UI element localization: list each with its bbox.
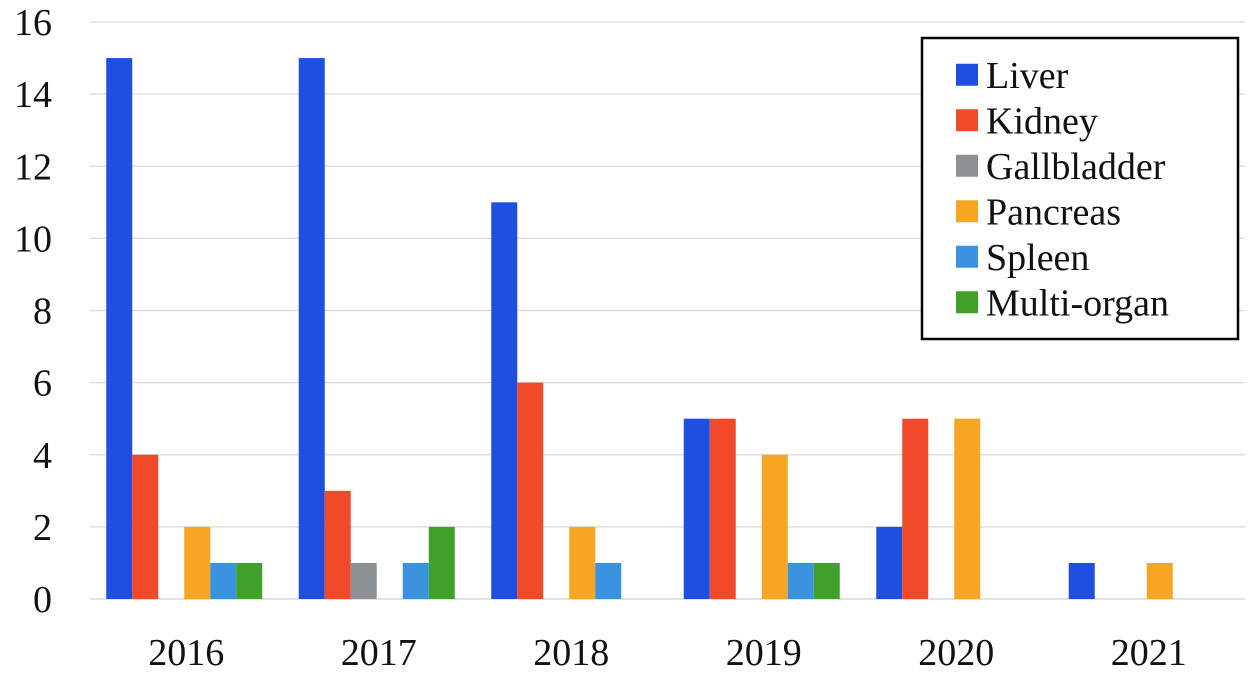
x-tick-label: 2020 <box>918 632 994 674</box>
legend-label: Multi-organ <box>986 282 1169 324</box>
bar-spleen-2018 <box>595 562 622 599</box>
bar-gallbladder-2017 <box>350 562 377 599</box>
legend-swatch <box>956 200 978 223</box>
bar-spleen-2016 <box>210 562 237 599</box>
x-tick-label: 2018 <box>533 632 609 674</box>
bar-multi-organ-2017 <box>428 526 455 599</box>
legend-swatch <box>956 63 978 86</box>
bar-kidney-2017 <box>324 490 351 599</box>
legend-swatch <box>956 245 978 268</box>
grid-layer <box>90 21 1245 600</box>
y-tick-label: 4 <box>33 435 52 477</box>
bar-kidney-2020 <box>902 418 929 599</box>
y-tick-label: 0 <box>33 579 52 621</box>
x-axis-ticks: 2016 2017 2018 2019 2020 2021 <box>148 632 1187 674</box>
bar-pancreas-2021 <box>1146 562 1173 599</box>
bar-liver-2019 <box>683 418 710 599</box>
legend-box <box>920 36 1240 341</box>
bars-layer <box>106 58 1173 599</box>
legend-label: Kidney <box>986 100 1098 142</box>
bar-pancreas-2018 <box>569 526 596 599</box>
legend-label: Spleen <box>986 237 1089 279</box>
y-tick-label: 16 <box>14 2 52 44</box>
y-axis-ticks: 0 2 4 6 8 10 12 14 16 <box>14 2 52 621</box>
x-tick-label: 2021 <box>1111 632 1187 674</box>
bar-pancreas-2020 <box>954 418 981 599</box>
x-tick-label: 2017 <box>341 632 417 674</box>
bar-liver-2018 <box>491 202 518 599</box>
bar-kidney-2019 <box>709 418 736 599</box>
x-tick-label: 2019 <box>726 632 802 674</box>
bar-liver-2017 <box>298 58 325 599</box>
legend-label: Gallbladder <box>986 146 1166 188</box>
bar-kidney-2018 <box>517 382 544 599</box>
y-tick-label: 12 <box>14 146 52 188</box>
legend-swatch <box>956 109 978 132</box>
bar-kidney-2016 <box>132 454 159 599</box>
bar-liver-2016 <box>106 58 133 599</box>
y-tick-label: 10 <box>14 218 52 260</box>
y-tick-label: 6 <box>33 363 52 405</box>
legend-label: Liver <box>986 55 1069 97</box>
legend-label: Pancreas <box>986 191 1121 233</box>
legend-swatch <box>956 154 978 177</box>
bar-spleen-2019 <box>787 562 814 599</box>
x-tick-label: 2016 <box>148 632 224 674</box>
bar-liver-2021 <box>1068 562 1095 599</box>
bar-multi-organ-2016 <box>236 562 263 599</box>
bar-multi-organ-2019 <box>813 562 840 599</box>
y-tick-label: 14 <box>14 74 52 116</box>
y-tick-label: 8 <box>33 291 52 333</box>
bar-pancreas-2019 <box>761 454 788 599</box>
bar-liver-2020 <box>876 526 903 599</box>
bar-spleen-2017 <box>402 562 429 599</box>
legend: LiverKidneyGallbladderPancreasSpleenMult… <box>920 36 1240 341</box>
legend-swatch <box>956 291 978 314</box>
bar-pancreas-2016 <box>184 526 211 599</box>
y-tick-label: 2 <box>33 507 52 549</box>
